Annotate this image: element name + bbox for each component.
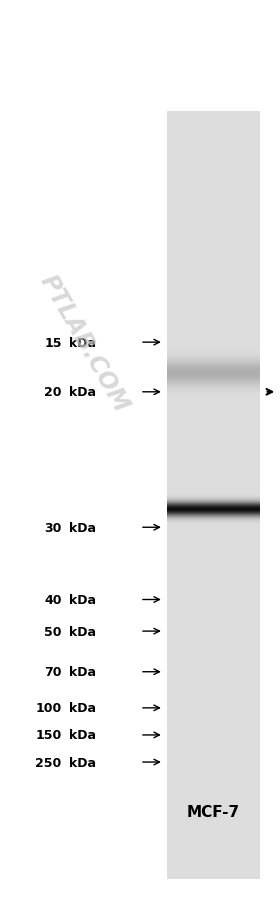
Text: kDa: kDa — [69, 756, 95, 769]
Text: PTLAB.COM: PTLAB.COM — [35, 270, 133, 416]
Text: kDa: kDa — [69, 386, 95, 399]
Text: 150: 150 — [35, 729, 62, 741]
Text: 70: 70 — [44, 666, 62, 678]
Text: kDa: kDa — [69, 625, 95, 638]
Text: 30: 30 — [44, 521, 62, 534]
Text: 100: 100 — [35, 702, 62, 714]
Text: kDa: kDa — [69, 594, 95, 606]
Text: kDa: kDa — [69, 521, 95, 534]
Text: 15: 15 — [44, 336, 62, 349]
Text: MCF-7: MCF-7 — [186, 804, 239, 819]
Text: 20: 20 — [44, 386, 62, 399]
Text: kDa: kDa — [69, 729, 95, 741]
Text: 250: 250 — [35, 756, 62, 769]
Text: 40: 40 — [44, 594, 62, 606]
Text: 50: 50 — [44, 625, 62, 638]
Text: kDa: kDa — [69, 702, 95, 714]
Text: kDa: kDa — [69, 336, 95, 349]
Text: kDa: kDa — [69, 666, 95, 678]
